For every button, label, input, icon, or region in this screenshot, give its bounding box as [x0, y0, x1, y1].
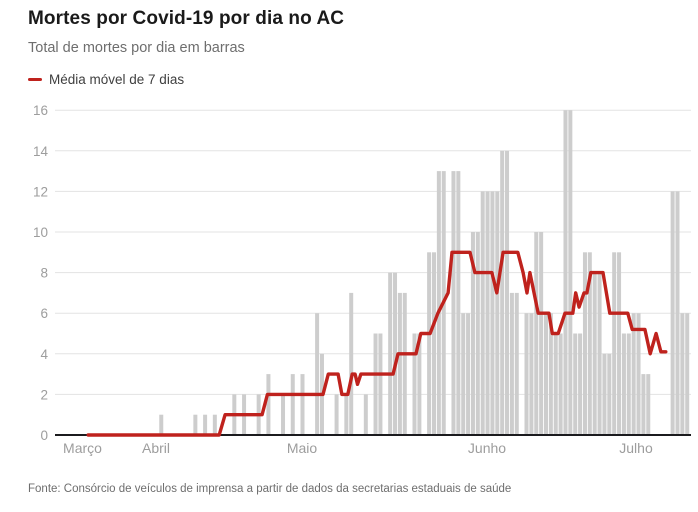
bar [344, 394, 349, 435]
bar [212, 414, 217, 435]
y-tick-label: 10 [33, 225, 48, 240]
bar [431, 252, 436, 435]
bar [617, 252, 622, 435]
bar [485, 191, 490, 435]
bar [281, 394, 286, 435]
bar [568, 110, 573, 435]
source-note: Fonte: Consórcio de veículos de imprensa… [28, 483, 512, 495]
x-month-label: Maio [287, 440, 318, 456]
bar [641, 374, 646, 435]
bar [397, 292, 402, 435]
bar [612, 252, 617, 435]
x-month-label: Março [63, 440, 102, 456]
chart-plot-area: 0 2 4 6 8 10 12 14 16 Março Abril Maio Junho Julho [0, 95, 698, 470]
bar [680, 313, 685, 435]
bar [334, 394, 339, 435]
bar [470, 232, 475, 435]
bar [670, 191, 675, 435]
bar [685, 313, 690, 435]
bar [203, 414, 208, 435]
bar [675, 191, 680, 435]
bar [607, 353, 612, 435]
bar [524, 313, 529, 435]
legend-label: Média móvel de 7 dias [49, 72, 185, 87]
x-month-label: Abril [142, 440, 170, 456]
bar [373, 333, 378, 435]
bar [514, 292, 519, 435]
bar [646, 374, 651, 435]
bar [290, 374, 295, 435]
bar [500, 150, 505, 436]
bar [529, 313, 534, 435]
bar [597, 272, 602, 435]
bar [456, 171, 461, 435]
x-month-label: Junho [468, 440, 506, 456]
bar [578, 333, 583, 435]
bar [349, 292, 354, 435]
bar [563, 110, 568, 435]
bar [315, 313, 320, 435]
bar [539, 232, 544, 435]
y-tick-label: 2 [40, 387, 48, 402]
bar [626, 333, 631, 435]
bar [505, 150, 510, 436]
bar [548, 313, 553, 435]
bar [587, 252, 592, 435]
bar [393, 272, 398, 435]
chart-title: Mortes por Covid-19 por dia no AC [28, 8, 345, 29]
bar [631, 313, 636, 435]
moving-average-line [86, 250, 668, 437]
bar [495, 191, 500, 435]
bar [436, 171, 441, 435]
chart-subtitle: Total de mortes por dia em barras [28, 40, 245, 56]
bar [193, 414, 198, 435]
bar [558, 333, 563, 435]
bar [582, 252, 587, 435]
bar [412, 333, 417, 435]
bar [509, 292, 514, 435]
bar [427, 252, 432, 435]
y-tick-label: 4 [40, 347, 48, 362]
bar [553, 333, 558, 435]
bar [636, 313, 641, 435]
x-month-label: Julho [619, 440, 653, 456]
bar [480, 191, 485, 435]
bar [300, 374, 305, 435]
y-tick-label: 16 [33, 103, 48, 118]
bar [266, 374, 271, 435]
bar [592, 272, 597, 435]
bar [544, 313, 548, 435]
y-tick-label: 6 [40, 306, 48, 321]
bar [466, 313, 471, 435]
bar [461, 313, 466, 435]
bar [378, 333, 383, 435]
y-tick-label: 8 [40, 266, 48, 281]
bar [388, 272, 393, 435]
legend: Média móvel de 7 dias [28, 72, 184, 87]
bar [417, 333, 422, 435]
chart-canvas: 0 2 4 6 8 10 12 14 16 Março Abril Maio Junho Julho [33, 103, 691, 456]
y-tick-label: 12 [33, 184, 48, 199]
bar [602, 353, 607, 435]
y-tick-label: 14 [33, 144, 49, 159]
bar [621, 333, 626, 435]
bar [475, 232, 480, 435]
bar [490, 191, 495, 435]
bar [451, 171, 456, 435]
bar [573, 333, 578, 435]
bar [534, 232, 539, 435]
bar [363, 394, 368, 435]
bar [402, 292, 407, 435]
legend-line-swatch-icon [28, 77, 42, 82]
bar [159, 414, 164, 435]
y-tick-label: 0 [40, 428, 48, 443]
